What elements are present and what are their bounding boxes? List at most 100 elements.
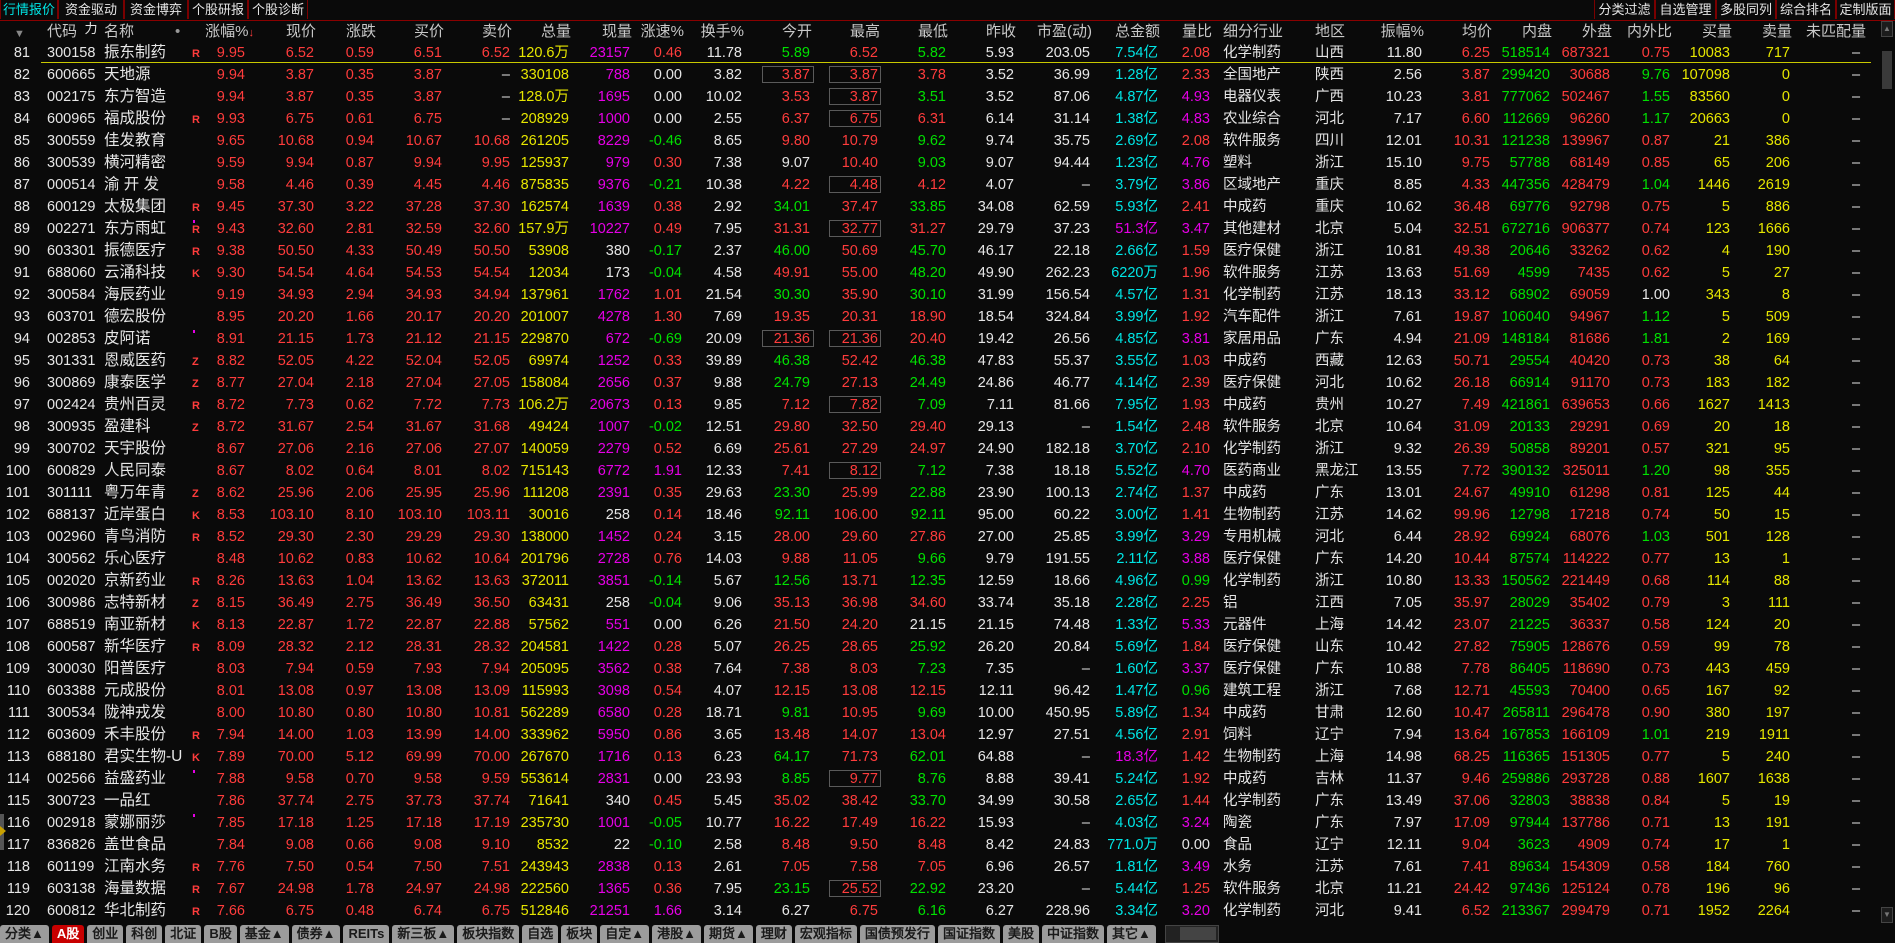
table-row[interactable]: 112 R 603609 禾丰股份 7.94 14.00 1.03 13.99 14.00 333…	[0, 724, 1878, 746]
scroll-down-icon[interactable]: ▼	[1881, 907, 1893, 923]
cell-code[interactable]: 688180	[47, 749, 96, 765]
market-tab[interactable]: 自选	[522, 925, 559, 943]
market-tab[interactable]: 期货▲	[704, 925, 753, 943]
cell-code[interactable]: 603609	[47, 727, 96, 743]
header-unmatched-volume[interactable]: 未匹配量	[1806, 23, 1866, 41]
cell-code[interactable]: 600129	[47, 199, 96, 215]
table-row[interactable]: 100 600829 人民同泰 8.67 8.02 0.64 8.01 8.02 715143 6…	[0, 460, 1878, 482]
multi-stock-button[interactable]: 多股同列	[1716, 0, 1776, 19]
horizontal-scrollbar[interactable]	[1164, 925, 1219, 943]
header-ask-volume[interactable]: 卖量	[1762, 23, 1792, 41]
market-tab[interactable]: 宏观指标	[794, 925, 857, 943]
cell-name[interactable]: 南亚新材	[104, 616, 167, 633]
cell-name[interactable]: 陇神戎发	[104, 704, 167, 721]
header-avg-price[interactable]: 均价	[1462, 23, 1492, 41]
cell-name[interactable]: 人民同泰	[104, 462, 167, 479]
cell-code[interactable]: 603701	[47, 309, 96, 325]
cell-name[interactable]: 横河精密	[104, 154, 167, 171]
table-row[interactable]: 81 R 300158 振东制药 9.95 6.52 0.59 6.51 6.52 120.6万 2…	[0, 42, 1878, 64]
table-row[interactable]: 94 002853 皮阿诺 8.91 21.15 1.73 21.12 21.15 229870…	[0, 328, 1878, 350]
market-tab[interactable]: 分类▲	[0, 925, 49, 943]
cell-code[interactable]: 600587	[47, 639, 96, 655]
cell-code[interactable]: 301111	[47, 485, 93, 501]
cell-code[interactable]: 002566	[47, 771, 96, 787]
table-row[interactable]: 104 300562 乐心医疗 8.48 10.62 0.83 10.62 10.64 2017…	[0, 548, 1878, 570]
cell-code[interactable]: 300584	[47, 287, 96, 303]
cell-name[interactable]: 海辰药业	[104, 286, 167, 303]
market-tab[interactable]: 基金▲	[239, 925, 289, 943]
header-amount[interactable]: 总金额	[1115, 23, 1160, 41]
cell-code[interactable]: 300559	[47, 133, 96, 149]
table-row[interactable]: 84 R 600965 福成股份 9.93 6.75 0.61 6.75–208929 1000…	[0, 108, 1878, 130]
cell-name[interactable]: 振东制药	[104, 44, 167, 61]
tab-stock-research[interactable]: 个股研报	[188, 0, 248, 19]
table-row[interactable]: 110 603388 元成股份 8.01 13.08 0.97 13.08 13.09 1159…	[0, 680, 1878, 702]
header-inner-volume[interactable]: 内盘	[1522, 23, 1552, 41]
table-row[interactable]: 106 Z 300986 志特新材 8.15 36.49 2.75 36.49 36.50 634…	[0, 592, 1878, 614]
cell-name[interactable]: 君实生物-U	[104, 748, 183, 765]
cell-name[interactable]: 德宏股份	[104, 308, 167, 325]
market-tab[interactable]: 板块指数	[457, 925, 520, 943]
cell-name[interactable]: 一品红	[104, 792, 151, 809]
horizontal-scroll-thumb[interactable]	[1179, 927, 1216, 940]
cell-code[interactable]: 002271	[47, 221, 96, 237]
cell-name[interactable]: 近岸蛋白	[104, 506, 167, 523]
table-row[interactable]: 113 K 688180 君实生物-U 7.89 70.00 5.12 69.99 70.00 2…	[0, 746, 1878, 768]
table-row[interactable]: 119 R 603138 海量数据 7.67 24.98 1.78 24.97 24.98 222…	[0, 878, 1878, 900]
cell-name[interactable]: 渝 开 发	[104, 176, 160, 193]
cell-code[interactable]: 300702	[47, 441, 96, 457]
market-tab[interactable]: 国债预发行	[859, 925, 935, 943]
header-current-volume[interactable]: 现量	[602, 23, 632, 41]
cell-code[interactable]: 300723	[47, 793, 96, 809]
table-row[interactable]: 111 300534 陇神戎发 8.00 10.80 0.80 10.80 10.81 5622…	[0, 702, 1878, 724]
market-tab[interactable]: 新三板▲	[392, 925, 455, 943]
cell-name[interactable]: 青鸟消防	[104, 528, 167, 545]
table-row[interactable]: 103 R 002960 青鸟消防 8.52 29.30 2.30 29.29 29.30 138…	[0, 526, 1878, 548]
cell-code[interactable]: 688519	[47, 617, 96, 633]
cell-code[interactable]: 688137	[47, 507, 96, 523]
market-tab[interactable]: 理财	[755, 925, 792, 943]
cell-code[interactable]: 300534	[47, 705, 96, 721]
header-volume[interactable]: 总量	[541, 23, 571, 41]
table-row[interactable]: 105 R 002020 京新药业 8.26 13.63 1.04 13.62 13.63 372…	[0, 570, 1878, 592]
scroll-up-icon[interactable]: ▲	[1881, 21, 1893, 37]
header-change-pct[interactable]: 涨幅%↓	[205, 23, 254, 42]
header-pe[interactable]: 市盈(动)	[1037, 23, 1092, 41]
header-flag[interactable]: •	[175, 23, 180, 41]
market-tab[interactable]: 自定▲	[600, 925, 650, 943]
cell-code[interactable]: 002918	[47, 815, 96, 831]
cell-name[interactable]: 云涌科技	[104, 264, 167, 281]
header-inner-outer-ratio[interactable]: 内外比	[1627, 23, 1672, 41]
cell-code[interactable]: 300869	[47, 375, 96, 391]
table-row[interactable]: 118 R 601199 江南水务 7.76 7.50 0.54 7.50 7.51 243943…	[0, 856, 1878, 878]
category-filter-button[interactable]: 分类过滤	[1594, 0, 1655, 19]
cell-name[interactable]: 益盛药业	[104, 770, 167, 787]
table-row[interactable]: 98 Z 300935 盈建科 8.72 31.67 2.54 31.67 31.68 49424…	[0, 416, 1878, 438]
table-row[interactable]: 93 603701 德宏股份 8.95 20.20 1.66 20.17 20.20 20100…	[0, 306, 1878, 328]
header-speed[interactable]: 涨速%	[641, 23, 684, 41]
market-tab[interactable]: 其它▲	[1106, 925, 1156, 943]
cell-name[interactable]: 东方智造	[104, 88, 167, 105]
cell-name[interactable]: 天地源	[104, 66, 151, 83]
table-row[interactable]: 89 R 002271 东方雨虹 9.43 32.60 2.81 32.59 32.60 157.…	[0, 218, 1878, 240]
header-industry[interactable]: 细分行业	[1223, 23, 1283, 41]
table-row[interactable]: 83 002175 东方智造 9.94 3.87 0.35 3.87–128.0万 1695 0…	[0, 86, 1878, 108]
table-row[interactable]: 87 000514 渝 开 发 9.58 4.46 0.39 4.45 4.46 875835 9…	[0, 174, 1878, 196]
cell-name[interactable]: 恩威医药	[104, 352, 167, 369]
custom-layout-button[interactable]: 定制版面	[1836, 0, 1895, 19]
cell-code[interactable]: 603301	[47, 243, 96, 259]
cell-name[interactable]: 佳发教育	[104, 132, 167, 149]
market-tab[interactable]: 北证	[165, 925, 202, 943]
cell-code[interactable]: 002853	[47, 331, 96, 347]
cell-code[interactable]: 600965	[47, 111, 96, 127]
header-ask[interactable]: 卖价	[482, 23, 512, 41]
cell-name[interactable]: 禾丰股份	[104, 726, 167, 743]
header-amplitude[interactable]: 振幅%	[1381, 23, 1424, 41]
market-tab[interactable]: B股	[204, 925, 237, 943]
header-change[interactable]: 涨跌	[346, 23, 376, 41]
cell-name[interactable]: 康泰医学	[104, 374, 167, 391]
tab-capital-drive[interactable]: 资金驱动力	[58, 0, 124, 36]
header-code[interactable]: 代码	[47, 23, 77, 41]
header-outer-volume[interactable]: 外盘	[1582, 23, 1612, 41]
cell-code[interactable]: 002424	[47, 397, 96, 413]
